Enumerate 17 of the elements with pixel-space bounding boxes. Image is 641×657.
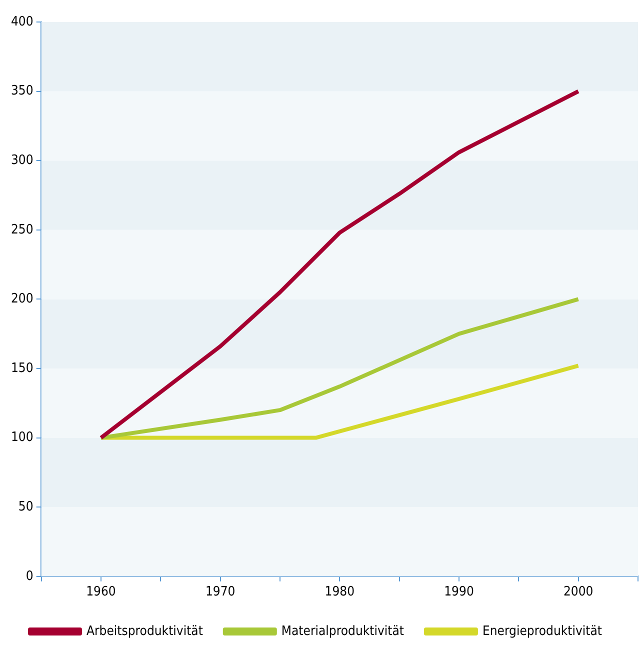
legend-label: Arbeitsproduktivität <box>86 624 204 639</box>
x-tick-label: 2000 <box>563 584 594 600</box>
y-tick-label: 50 <box>18 499 34 514</box>
y-tick-label: 250 <box>10 222 34 238</box>
legend-label: Energieproduktivität <box>482 624 602 639</box>
x-tick-label: 1980 <box>324 584 355 600</box>
x-tick-label: 1960 <box>86 584 116 600</box>
y-tick-label: 0 <box>26 568 34 584</box>
y-tick-label: 200 <box>10 292 34 307</box>
x-tick-label: 1990 <box>444 584 474 600</box>
legend-label: Materialproduktivität <box>281 624 404 639</box>
y-tick-label: 300 <box>10 152 34 168</box>
y-tick-label: 350 <box>10 84 34 99</box>
y-tick-label: 150 <box>10 360 34 376</box>
y-tick-label: 400 <box>10 14 34 30</box>
x-tick-label: 1970 <box>205 584 236 600</box>
y-tick-label: 100 <box>10 430 34 446</box>
